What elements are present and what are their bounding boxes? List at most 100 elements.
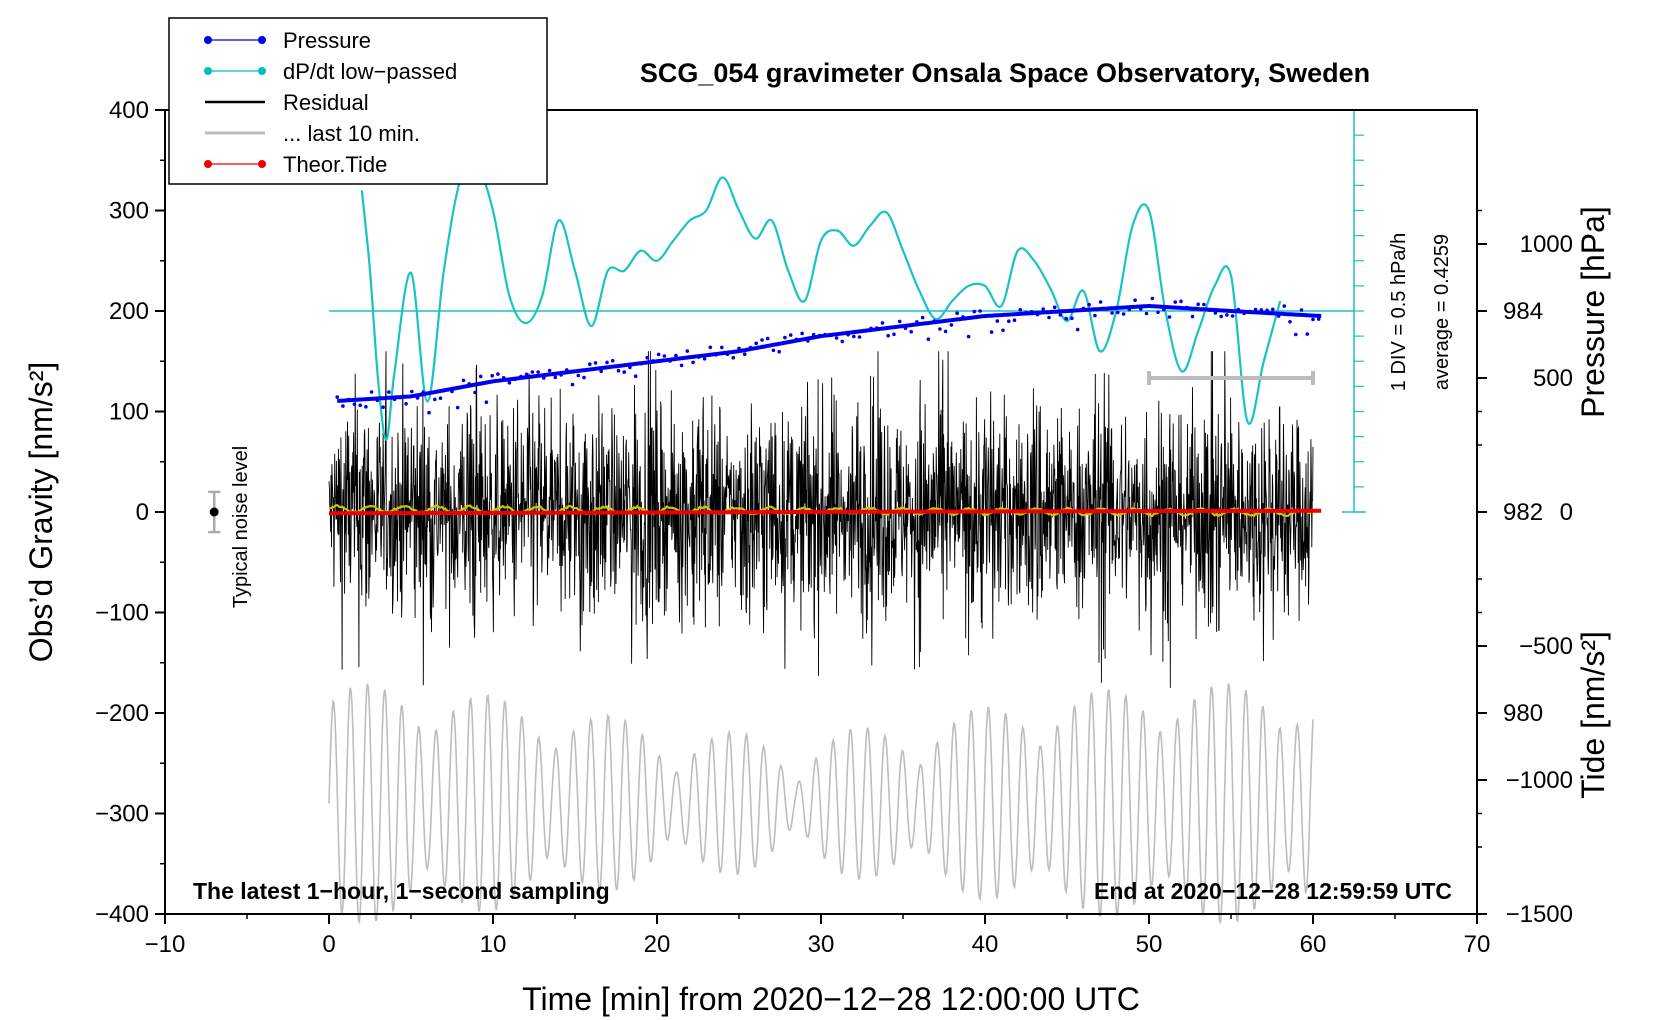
pressure-point [1230, 314, 1235, 318]
pressure-point [1047, 315, 1051, 320]
pressure-point [708, 345, 713, 350]
pressure-point [364, 405, 368, 409]
legend-marker [258, 36, 266, 44]
pressure-point [455, 405, 460, 410]
y-tick-label: −200 [95, 700, 149, 727]
legend-marker [204, 36, 212, 44]
y-axis-pressure-label: Pressure [hPa] [1575, 206, 1611, 418]
pressure-point [748, 345, 753, 350]
pressure-point [461, 378, 466, 383]
pressure-point [668, 359, 672, 363]
pressure-point [932, 319, 936, 323]
pressure-point [542, 376, 546, 380]
pressure-point [369, 390, 374, 394]
pressure-point [1087, 302, 1091, 307]
legend: Pressure dP/dt low−passed Residual ... last… [168, 17, 548, 185]
tide-line [328, 508, 1322, 516]
pressure-point [972, 309, 977, 314]
dpdt-line [360, 161, 1282, 441]
noise-point [209, 507, 219, 517]
y-axis-tide-label: Tide [nm/s²] [1575, 631, 1611, 799]
pressure-point [1190, 314, 1195, 319]
pressure-point [869, 326, 873, 331]
pressure-point [1121, 312, 1126, 316]
pressure-point [961, 315, 965, 319]
y-axis-left-label: Obs’d Gravity [nm/s²] [23, 362, 59, 663]
pressure-point [863, 329, 868, 333]
pressure-point [1035, 312, 1040, 317]
pressure-point [524, 372, 529, 377]
x-tick-label: 70 [1464, 931, 1491, 958]
pressure-point [1167, 315, 1172, 319]
legend-marker [204, 160, 212, 168]
dpdt-layer [329, 161, 1354, 441]
pressure-point [1139, 307, 1143, 311]
pressure-point [1075, 327, 1080, 332]
pressure-point [501, 376, 506, 380]
pressure-point [1179, 299, 1183, 304]
pressure-point [536, 370, 540, 374]
pressure-point [335, 395, 340, 399]
pressure-point [806, 339, 810, 343]
pressure-point [823, 332, 827, 337]
pressure-point [1173, 300, 1177, 304]
tide-tick-label: 1000 [1520, 231, 1573, 258]
pressure-point [714, 353, 718, 357]
pressure-point [519, 374, 523, 379]
pressure-point [846, 332, 850, 337]
pressure-point [817, 333, 822, 338]
y-tick-label: −100 [95, 600, 149, 627]
y-tick-label: 300 [109, 198, 149, 225]
pressure-point [984, 314, 988, 318]
pressure-point [662, 354, 667, 358]
pressure-point [593, 361, 598, 365]
y-tick-label: 0 [136, 499, 149, 526]
pressure-point [1299, 308, 1304, 312]
tide-tick-label: −1500 [1506, 901, 1573, 928]
pressure-point [473, 390, 477, 395]
pressure-point [1294, 332, 1298, 337]
pressure-point [599, 369, 603, 374]
pressure-point [582, 375, 586, 380]
pressure-point [438, 396, 443, 401]
pressure-point [1282, 304, 1287, 308]
pressure-point [1259, 308, 1264, 312]
pressure-point [788, 333, 793, 337]
pressure-point [1276, 314, 1281, 318]
pressure-point [1184, 305, 1189, 310]
pressure-point [415, 396, 420, 400]
pressure-point [1024, 310, 1028, 315]
pressure-point [1271, 307, 1275, 312]
pressure-point [1012, 318, 1017, 323]
legend-label: ... last 10 min. [283, 121, 420, 146]
pressure-point [1018, 308, 1023, 312]
pressure-point [920, 315, 925, 320]
pressure-point [570, 382, 575, 387]
legend-marker [258, 67, 266, 75]
pressure-point [1098, 300, 1103, 304]
pressure-point [605, 360, 609, 365]
y-tick-label: −400 [95, 901, 149, 928]
pressure-point [1093, 313, 1097, 318]
pressure-point [553, 375, 558, 380]
pressure-point [880, 321, 885, 325]
pressure-point [450, 389, 454, 394]
pressure-point [737, 346, 741, 351]
pressure-point [840, 339, 845, 344]
pressure-point [949, 323, 954, 327]
last-10-min-line [328, 683, 1314, 925]
pressure-point [490, 373, 495, 378]
x-tick-label: −10 [145, 931, 186, 958]
pressure-tick-label: 980 [1503, 700, 1543, 727]
pressure-point [829, 333, 833, 338]
pressure-point [1127, 307, 1132, 312]
pressure-point [421, 390, 426, 395]
pressure-point [702, 357, 707, 361]
pressure-point [392, 397, 397, 402]
pressure-point [886, 333, 890, 338]
pressure-point [1104, 307, 1109, 311]
pressure-point [467, 382, 472, 386]
legend-marker [258, 160, 266, 168]
y-tick-label: −300 [95, 801, 149, 828]
pressure-point [1007, 319, 1011, 324]
